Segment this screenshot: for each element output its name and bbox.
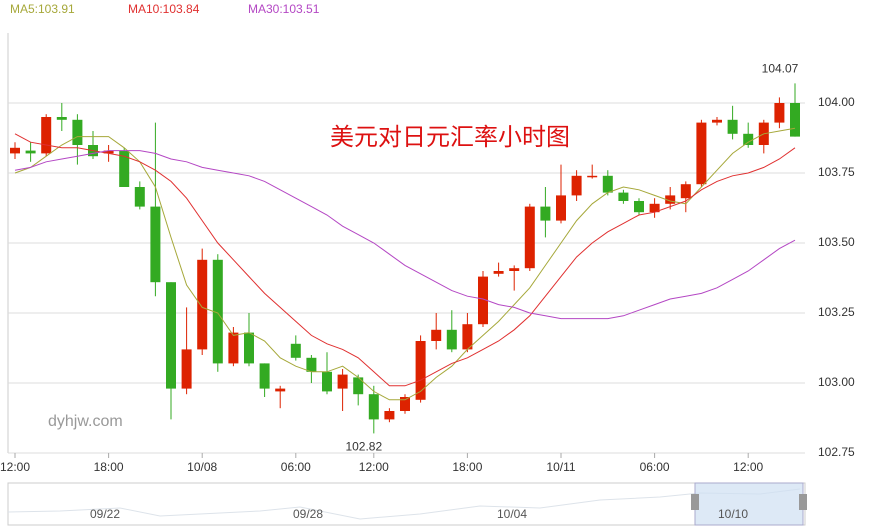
x-tick-label: 06:00	[640, 460, 670, 474]
navigator-handle-right[interactable]	[799, 494, 807, 510]
candle-body	[696, 122, 707, 185]
navigator-window[interactable]	[694, 482, 804, 526]
candle-body	[415, 341, 426, 400]
x-tick-label: 18:00	[452, 460, 482, 474]
candle-body	[478, 276, 488, 325]
candle-body	[10, 147, 20, 154]
y-tick-label: 103.00	[818, 375, 855, 389]
candle-body	[353, 377, 364, 395]
candle-body	[540, 206, 551, 221]
candle-body	[790, 103, 800, 137]
candles	[10, 83, 800, 434]
candle-body	[306, 357, 317, 372]
candle-body	[197, 259, 208, 350]
navigator-label: 10/04	[497, 507, 527, 521]
candle-body	[25, 150, 36, 154]
navigator-sparkline	[7, 488, 801, 520]
candle-body	[712, 119, 722, 123]
candle-body	[228, 332, 239, 364]
x-tick-label: 10/08	[187, 460, 217, 474]
x-tick-label: 12:00	[733, 460, 763, 474]
y-tick-label: 102.75	[818, 445, 855, 459]
y-tick-label: 103.50	[818, 235, 855, 249]
ma-line	[14, 133, 796, 387]
candle-body	[150, 206, 161, 283]
candle-body	[743, 133, 754, 145]
max-label: 104.07	[762, 62, 799, 76]
candle-body	[244, 332, 254, 364]
candle-body	[368, 394, 379, 420]
candle-body	[337, 374, 348, 389]
candle-body	[119, 150, 130, 187]
chart-title: 美元对日元汇率小时图	[330, 123, 570, 151]
candle-body	[665, 195, 676, 204]
candle-body	[462, 324, 473, 350]
navigator-label: 09/22	[90, 507, 120, 521]
candle-body	[634, 201, 644, 213]
x-tick-label: 10/11	[546, 460, 575, 474]
candle-body	[774, 103, 785, 123]
ma-line	[14, 127, 796, 401]
candle-body	[259, 363, 270, 389]
candle-body	[571, 175, 582, 196]
candle-body	[602, 175, 613, 193]
x-tick-label: 18:00	[94, 460, 124, 474]
candle-body	[618, 192, 629, 201]
candle-body	[431, 329, 442, 341]
min-label: 102.82	[345, 440, 382, 454]
candle-body	[212, 259, 223, 364]
candle-body	[680, 184, 691, 199]
candle-body	[446, 329, 457, 350]
candle-body	[493, 271, 504, 274]
legend-label: MA5:103.91	[10, 2, 75, 16]
navigator-label: 09/28	[293, 507, 323, 521]
candle-body	[56, 117, 67, 120]
legend-label: MA10:103.84	[128, 2, 200, 16]
legend-label: MA30:103.51	[248, 2, 320, 16]
navigator-frame	[7, 482, 806, 526]
candle-body	[290, 343, 301, 358]
candle-body	[103, 150, 114, 154]
candle-body	[181, 349, 192, 389]
candle-body	[509, 268, 520, 271]
y-tick-label: 104.00	[818, 95, 855, 109]
candle-body	[166, 282, 176, 389]
ma-line	[14, 150, 796, 320]
candle-body	[649, 203, 660, 213]
candle-body	[727, 119, 738, 134]
y-tick-label: 103.25	[818, 305, 855, 319]
x-tick-label: 06:00	[281, 460, 311, 474]
navigator-label: 10/10	[718, 507, 748, 521]
navigator	[7, 482, 807, 526]
candle-body	[400, 397, 410, 411]
candle-body	[587, 175, 598, 178]
candle-body	[72, 119, 83, 145]
candle-body	[41, 117, 52, 154]
candle-body	[275, 388, 286, 392]
candle-body	[524, 206, 535, 269]
navigator-handle-left[interactable]	[691, 494, 699, 510]
candle-body	[384, 411, 395, 420]
candle-body	[134, 187, 145, 207]
candle-body	[322, 371, 332, 392]
y-tick-label: 103.75	[818, 165, 855, 179]
candle-body	[556, 195, 566, 221]
x-tick-label: 12:00	[0, 460, 30, 474]
x-tick-label: 12:00	[359, 460, 389, 474]
watermark: dyhjw.com	[48, 413, 123, 430]
